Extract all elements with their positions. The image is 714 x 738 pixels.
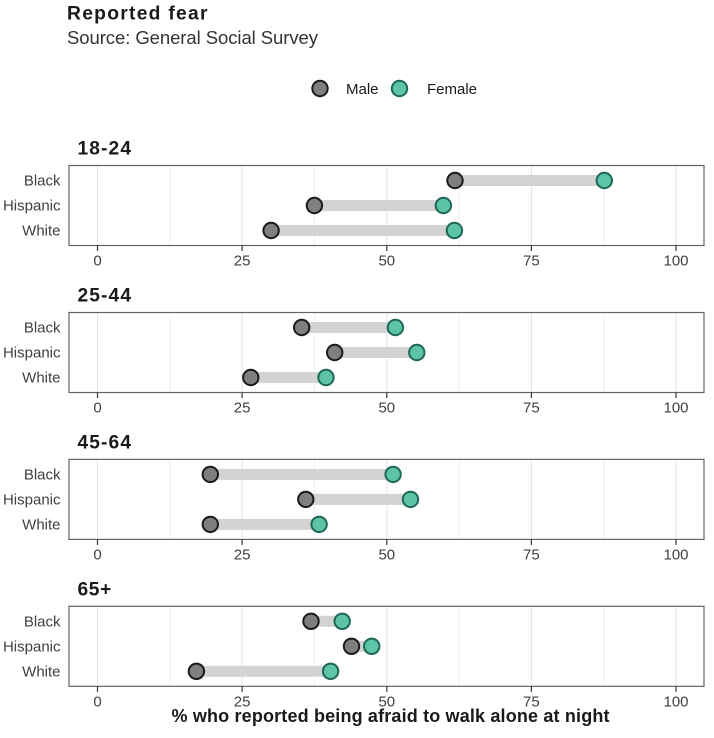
svg-text:Hispanic: Hispanic <box>3 198 61 215</box>
svg-text:Black: Black <box>24 614 61 631</box>
svg-text:0: 0 <box>93 546 101 563</box>
svg-text:50: 50 <box>378 400 395 417</box>
svg-text:25-44: 25-44 <box>78 286 132 307</box>
svg-text:White: White <box>22 664 60 681</box>
svg-text:0: 0 <box>93 400 101 417</box>
svg-text:Black: Black <box>24 320 61 337</box>
svg-text:50: 50 <box>378 693 395 710</box>
svg-text:Hispanic: Hispanic <box>3 639 61 656</box>
svg-text:25: 25 <box>234 400 251 417</box>
svg-text:Black: Black <box>24 173 61 190</box>
svg-text:Male: Male <box>346 81 379 98</box>
svg-text:Hispanic: Hispanic <box>3 345 61 362</box>
svg-text:Hispanic: Hispanic <box>3 492 61 509</box>
svg-text:White: White <box>22 517 60 534</box>
svg-text:45-64: 45-64 <box>78 432 132 453</box>
svg-text:Reported fear: Reported fear <box>67 3 208 24</box>
svg-text:75: 75 <box>523 400 540 417</box>
svg-text:0: 0 <box>93 693 101 710</box>
svg-text:25: 25 <box>234 253 251 270</box>
svg-text:100: 100 <box>663 546 688 563</box>
svg-text:White: White <box>22 370 60 387</box>
svg-text:100: 100 <box>663 400 688 417</box>
svg-text:Source: General Social Survey: Source: General Social Survey <box>67 27 319 48</box>
svg-text:75: 75 <box>523 693 540 710</box>
svg-text:Female: Female <box>427 81 477 98</box>
svg-text:18-24: 18-24 <box>78 139 132 160</box>
svg-text:100: 100 <box>663 253 688 270</box>
svg-text:% who reported being afraid to: % who reported being afraid to walk alon… <box>172 706 610 726</box>
svg-text:0: 0 <box>93 253 101 270</box>
svg-text:Black: Black <box>24 467 61 484</box>
svg-text:25: 25 <box>234 546 251 563</box>
svg-text:50: 50 <box>378 253 395 270</box>
svg-text:100: 100 <box>663 693 688 710</box>
svg-text:75: 75 <box>523 253 540 270</box>
svg-text:65+: 65+ <box>78 579 112 600</box>
svg-text:75: 75 <box>523 546 540 563</box>
svg-text:White: White <box>22 223 60 240</box>
svg-text:25: 25 <box>234 693 251 710</box>
svg-text:50: 50 <box>378 546 395 563</box>
